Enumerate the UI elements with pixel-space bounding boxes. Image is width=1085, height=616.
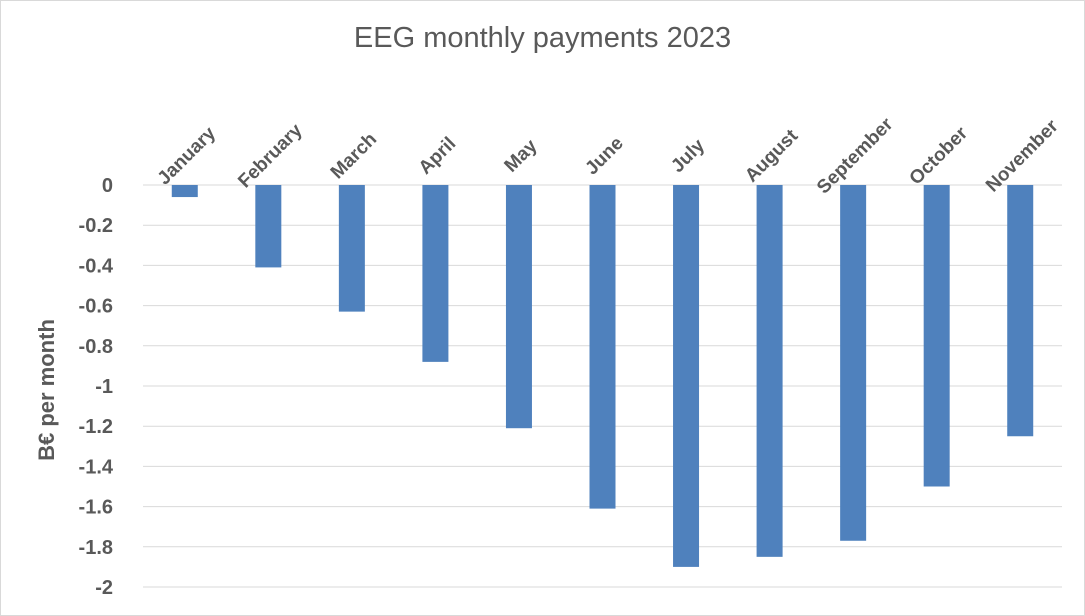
bar-april bbox=[422, 185, 449, 362]
y-tick-label: -0.2 bbox=[79, 215, 113, 237]
bar-september bbox=[840, 185, 867, 541]
bar-august bbox=[756, 185, 783, 557]
y-tick-label: -1.8 bbox=[79, 537, 113, 559]
x-category-label: April bbox=[415, 133, 460, 178]
x-category-label: January bbox=[154, 123, 221, 190]
bar-march bbox=[338, 185, 365, 312]
y-tick-label: -1.6 bbox=[79, 497, 113, 519]
y-tick-label: -1 bbox=[95, 376, 113, 398]
y-tick-label: -2 bbox=[95, 577, 113, 599]
chart-title: EEG monthly payments 2023 bbox=[353, 22, 732, 54]
bar-july bbox=[673, 185, 700, 567]
x-category-label: August bbox=[741, 125, 803, 187]
bar-october bbox=[923, 185, 950, 487]
x-category-label: February bbox=[234, 120, 307, 193]
bar-january bbox=[171, 185, 198, 198]
x-category-label: May bbox=[501, 135, 542, 176]
y-tick-label: 0 bbox=[102, 175, 113, 197]
y-tick-label: -0.6 bbox=[79, 296, 113, 318]
y-tick-label: -0.8 bbox=[79, 336, 113, 358]
bar-february bbox=[255, 185, 282, 268]
bar-november bbox=[1007, 185, 1034, 437]
y-tick-label: -1.2 bbox=[79, 416, 113, 438]
bar-june bbox=[589, 185, 616, 509]
bar-may bbox=[505, 185, 532, 429]
y-tick-label: -1.4 bbox=[79, 456, 114, 478]
bars bbox=[171, 185, 1034, 567]
x-category-label: October bbox=[906, 123, 973, 190]
x-category-label: July bbox=[667, 135, 709, 177]
x-category-label: March bbox=[327, 129, 381, 183]
x-category-label: June bbox=[582, 133, 628, 179]
y-tick-label: -0.4 bbox=[79, 255, 114, 277]
x-category-label: November bbox=[982, 115, 1063, 196]
y-axis-ticks: 0 -0.2 -0.4 -0.6 -0.8 -1 -1.2 -1.4 -1.6 -1.8 -2 bbox=[79, 175, 114, 599]
